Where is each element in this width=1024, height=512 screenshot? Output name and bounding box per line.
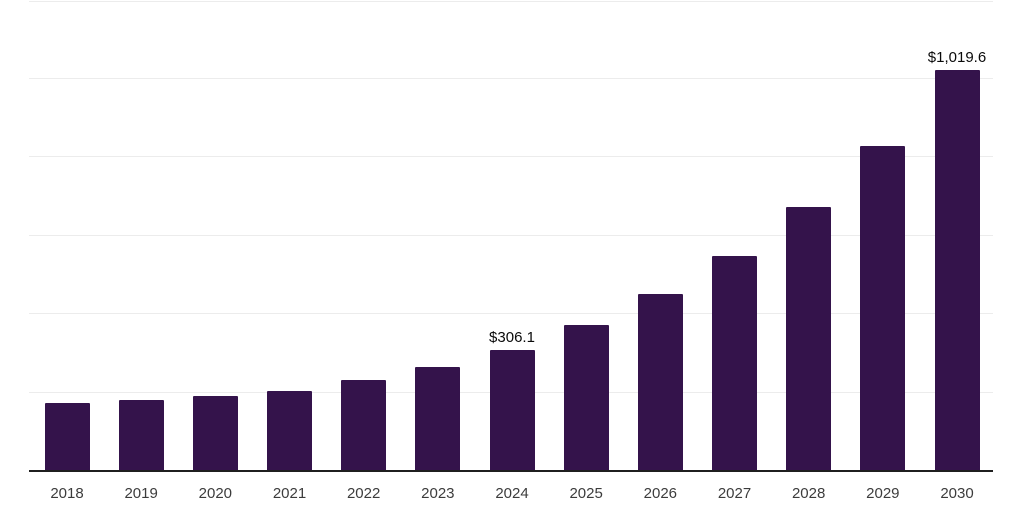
gridline: [29, 156, 993, 157]
x-axis-line: [29, 470, 993, 472]
bar-2020[interactable]: [192, 396, 238, 470]
x-axis-label-2024: 2024: [495, 485, 529, 502]
bar-2028[interactable]: [786, 206, 832, 470]
bar-2019[interactable]: [118, 400, 164, 470]
bar-2018[interactable]: [44, 403, 90, 470]
gridline: [29, 78, 993, 79]
bar-2023[interactable]: [415, 367, 461, 470]
x-axis-label-2023: 2023: [421, 485, 455, 502]
bar-2024[interactable]: [489, 350, 535, 470]
gridline: [29, 1, 993, 2]
x-axis-label-2021: 2021: [272, 485, 307, 502]
gridline: [29, 235, 993, 236]
x-axis-label-2027: 2027: [717, 485, 752, 502]
gridline: [29, 313, 993, 314]
x-axis-label-2029: 2029: [866, 485, 900, 502]
x-axis-label-2026: 2026: [643, 485, 678, 502]
bar-2029[interactable]: [860, 145, 906, 470]
x-axis-label-2028: 2028: [791, 485, 826, 502]
x-axis-label-2018: 2018: [50, 485, 84, 502]
bar-2026[interactable]: [637, 293, 683, 470]
x-axis-label-2020: 2020: [198, 485, 233, 502]
bar-value-label-2030: $1,019.6: [927, 49, 987, 67]
bar-2021[interactable]: [267, 390, 312, 470]
bar-2022[interactable]: [341, 380, 387, 470]
x-axis-label-2022: 2022: [346, 485, 381, 502]
x-axis-label-2030: 2030: [940, 485, 974, 502]
bar-value-label-2024: $306.1: [489, 329, 535, 346]
bar-2027[interactable]: [712, 255, 757, 470]
x-axis-label-2025: 2025: [569, 485, 603, 502]
bar-2025[interactable]: [563, 324, 609, 470]
x-axis-label-2019: 2019: [124, 485, 158, 502]
bar-2030[interactable]: [934, 70, 980, 470]
